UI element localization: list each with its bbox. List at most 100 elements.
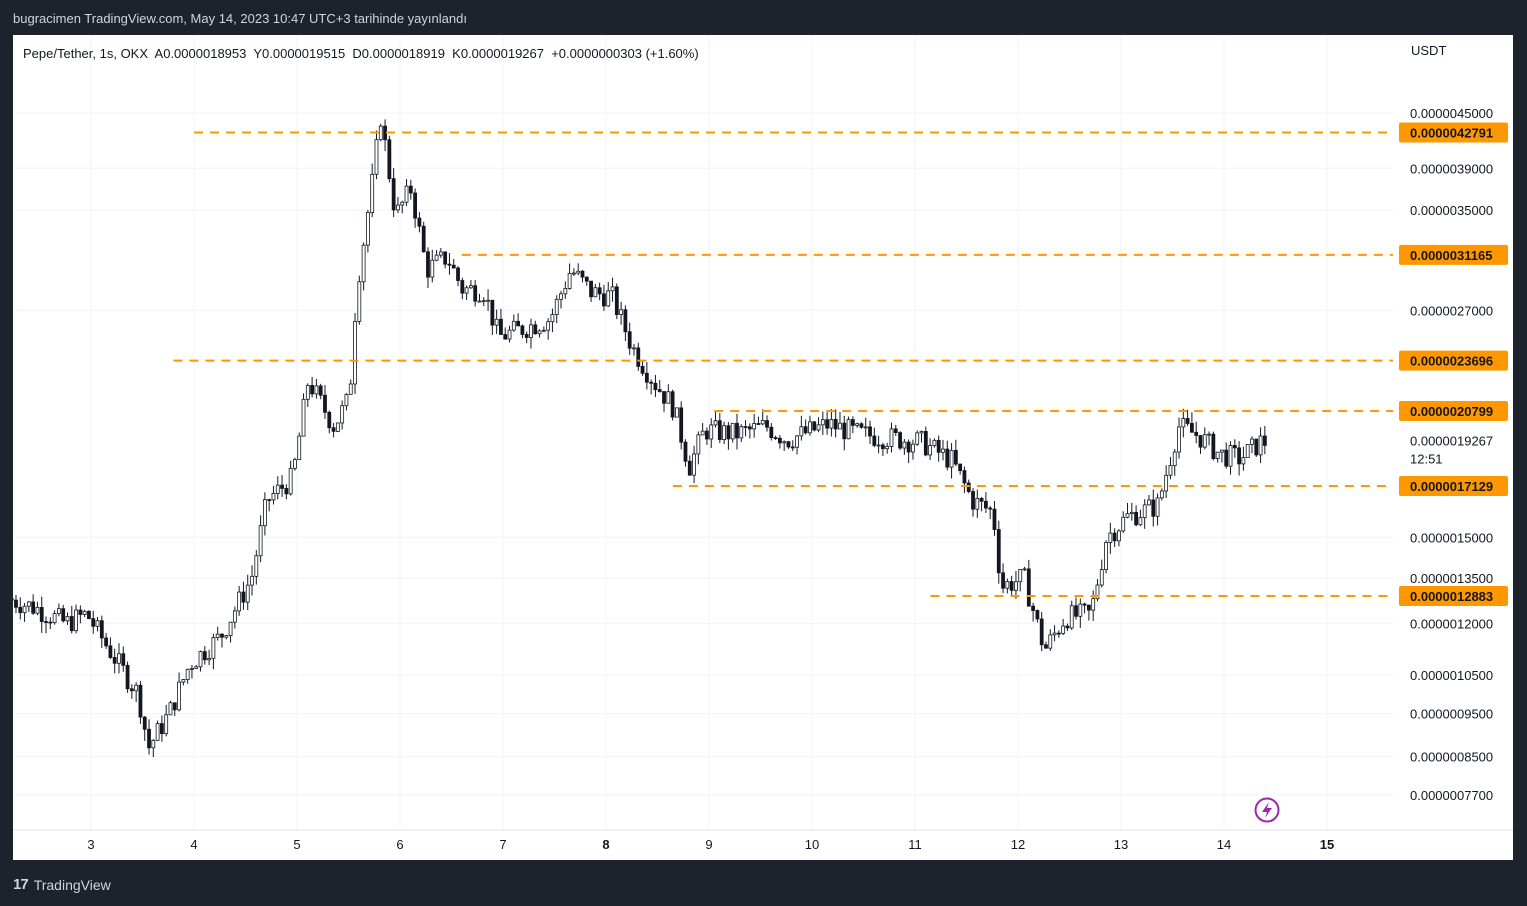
candle-body [885,446,890,450]
candle-body [662,391,666,404]
lightning-icon[interactable] [1254,797,1280,823]
candle-body [614,286,619,315]
candle-body [1125,513,1130,518]
candle-body [1207,433,1211,436]
y-tick-label: 0.0000013500 [1410,571,1493,586]
level-label: 0.0000023696 [1410,354,1493,369]
candle-body [795,435,799,448]
candle-body [842,422,847,440]
candle-body [516,320,521,327]
level-label: 0.0000020799 [1410,404,1493,419]
candle-body [494,318,499,326]
brand[interactable]: 17 TradingView [13,876,111,893]
candle-body [456,267,460,281]
candle-body [26,601,31,607]
candle-body [889,428,894,447]
candle-body [331,427,336,432]
candle-body [1078,603,1083,617]
candle-body [1237,447,1242,465]
candle-body [477,300,482,303]
candle-body [812,421,817,431]
candle-body [451,264,456,269]
candle-body [1262,435,1267,446]
candle-body [524,334,529,338]
candle-body [297,435,302,461]
y-tick-label: 0.0000045000 [1410,106,1493,121]
y-tick-label: 0.0000035000 [1410,203,1493,218]
candle-body [503,334,508,340]
candle-body [1151,499,1156,517]
candle-body [108,645,113,658]
candle-body [408,185,413,194]
candle-body [1035,610,1040,620]
candle-body [1168,465,1173,476]
candle-body [378,125,383,141]
price-axis[interactable]: 0.0000045000 0.0000039000 0.0000035000 0.00… [1410,106,1493,803]
publish-info: bugracimen TradingView.com, May 14, 2023… [13,11,467,26]
candle-body [164,714,169,735]
candle-body [627,331,632,349]
candle-body [507,329,512,340]
candle-body [232,610,237,623]
candle-body [846,419,851,440]
candle-body [138,684,143,718]
currency-label[interactable]: USDT [1411,43,1447,58]
candle-body [1129,511,1134,515]
candle-body [863,426,868,429]
current-price-label: 0.0000019267 [1410,434,1493,449]
candle-body [1241,457,1246,465]
candle-body [1005,581,1010,589]
chart-area[interactable]: 0.0000042791 0.0000031165 0.0000023696 0.00… [13,35,1513,860]
x-tick-label: 5 [293,837,300,852]
price-chart[interactable]: 0.00000427910.00000311650.00000236960.00… [13,35,1513,860]
level-label-badge [1399,476,1508,497]
candle-body [769,426,774,439]
level-label: 0.0000042791 [1410,125,1493,140]
candle-body [280,484,284,489]
candle-body [1177,426,1181,453]
candle-body [975,498,980,510]
candle-body [125,664,130,690]
candle-body [112,657,117,664]
candle-body [48,621,53,624]
candle-body [426,251,430,278]
y-tick-label: 0.0000007700 [1410,788,1493,803]
horizontal-levels[interactable]: 0.0000042791 0.0000031165 0.0000023696 0.00… [173,122,1508,607]
candle-body [275,484,280,494]
candle-body [666,391,671,404]
candle-body [606,290,611,307]
candle-body [1224,449,1229,467]
candle-body [1095,584,1100,600]
candle-body [1138,517,1143,526]
candle-body [692,453,696,476]
candle-body [228,621,233,636]
candle-body [687,460,692,476]
candle-body [327,411,332,429]
candle-body [833,419,838,430]
x-tick-label: 13 [1114,837,1128,852]
candle-body [1202,434,1207,448]
candle-body [730,422,735,440]
candle-body [1048,634,1053,649]
candle-body [872,435,877,446]
candle-body [31,601,36,614]
candle-body [610,286,615,292]
candle-body [696,434,701,455]
candle-body [533,324,538,335]
candle-body [147,728,151,749]
candle-body [301,398,306,437]
candle-body [1074,605,1078,617]
candle-body [82,610,87,615]
candle-body [1014,581,1018,591]
candle-body [335,422,340,432]
candle-body [529,324,533,338]
candle-body [35,607,40,614]
candle-body [958,463,963,472]
candle-body [700,430,705,436]
candle-body [241,591,246,603]
candle-body [293,459,297,469]
level-label: 0.0000012883 [1410,589,1493,604]
candle-body [1112,532,1117,542]
candle-body [460,280,465,294]
time-axis[interactable]: 3 4 5 6 7 8 9 10 11 12 13 14 15 [13,829,1513,852]
